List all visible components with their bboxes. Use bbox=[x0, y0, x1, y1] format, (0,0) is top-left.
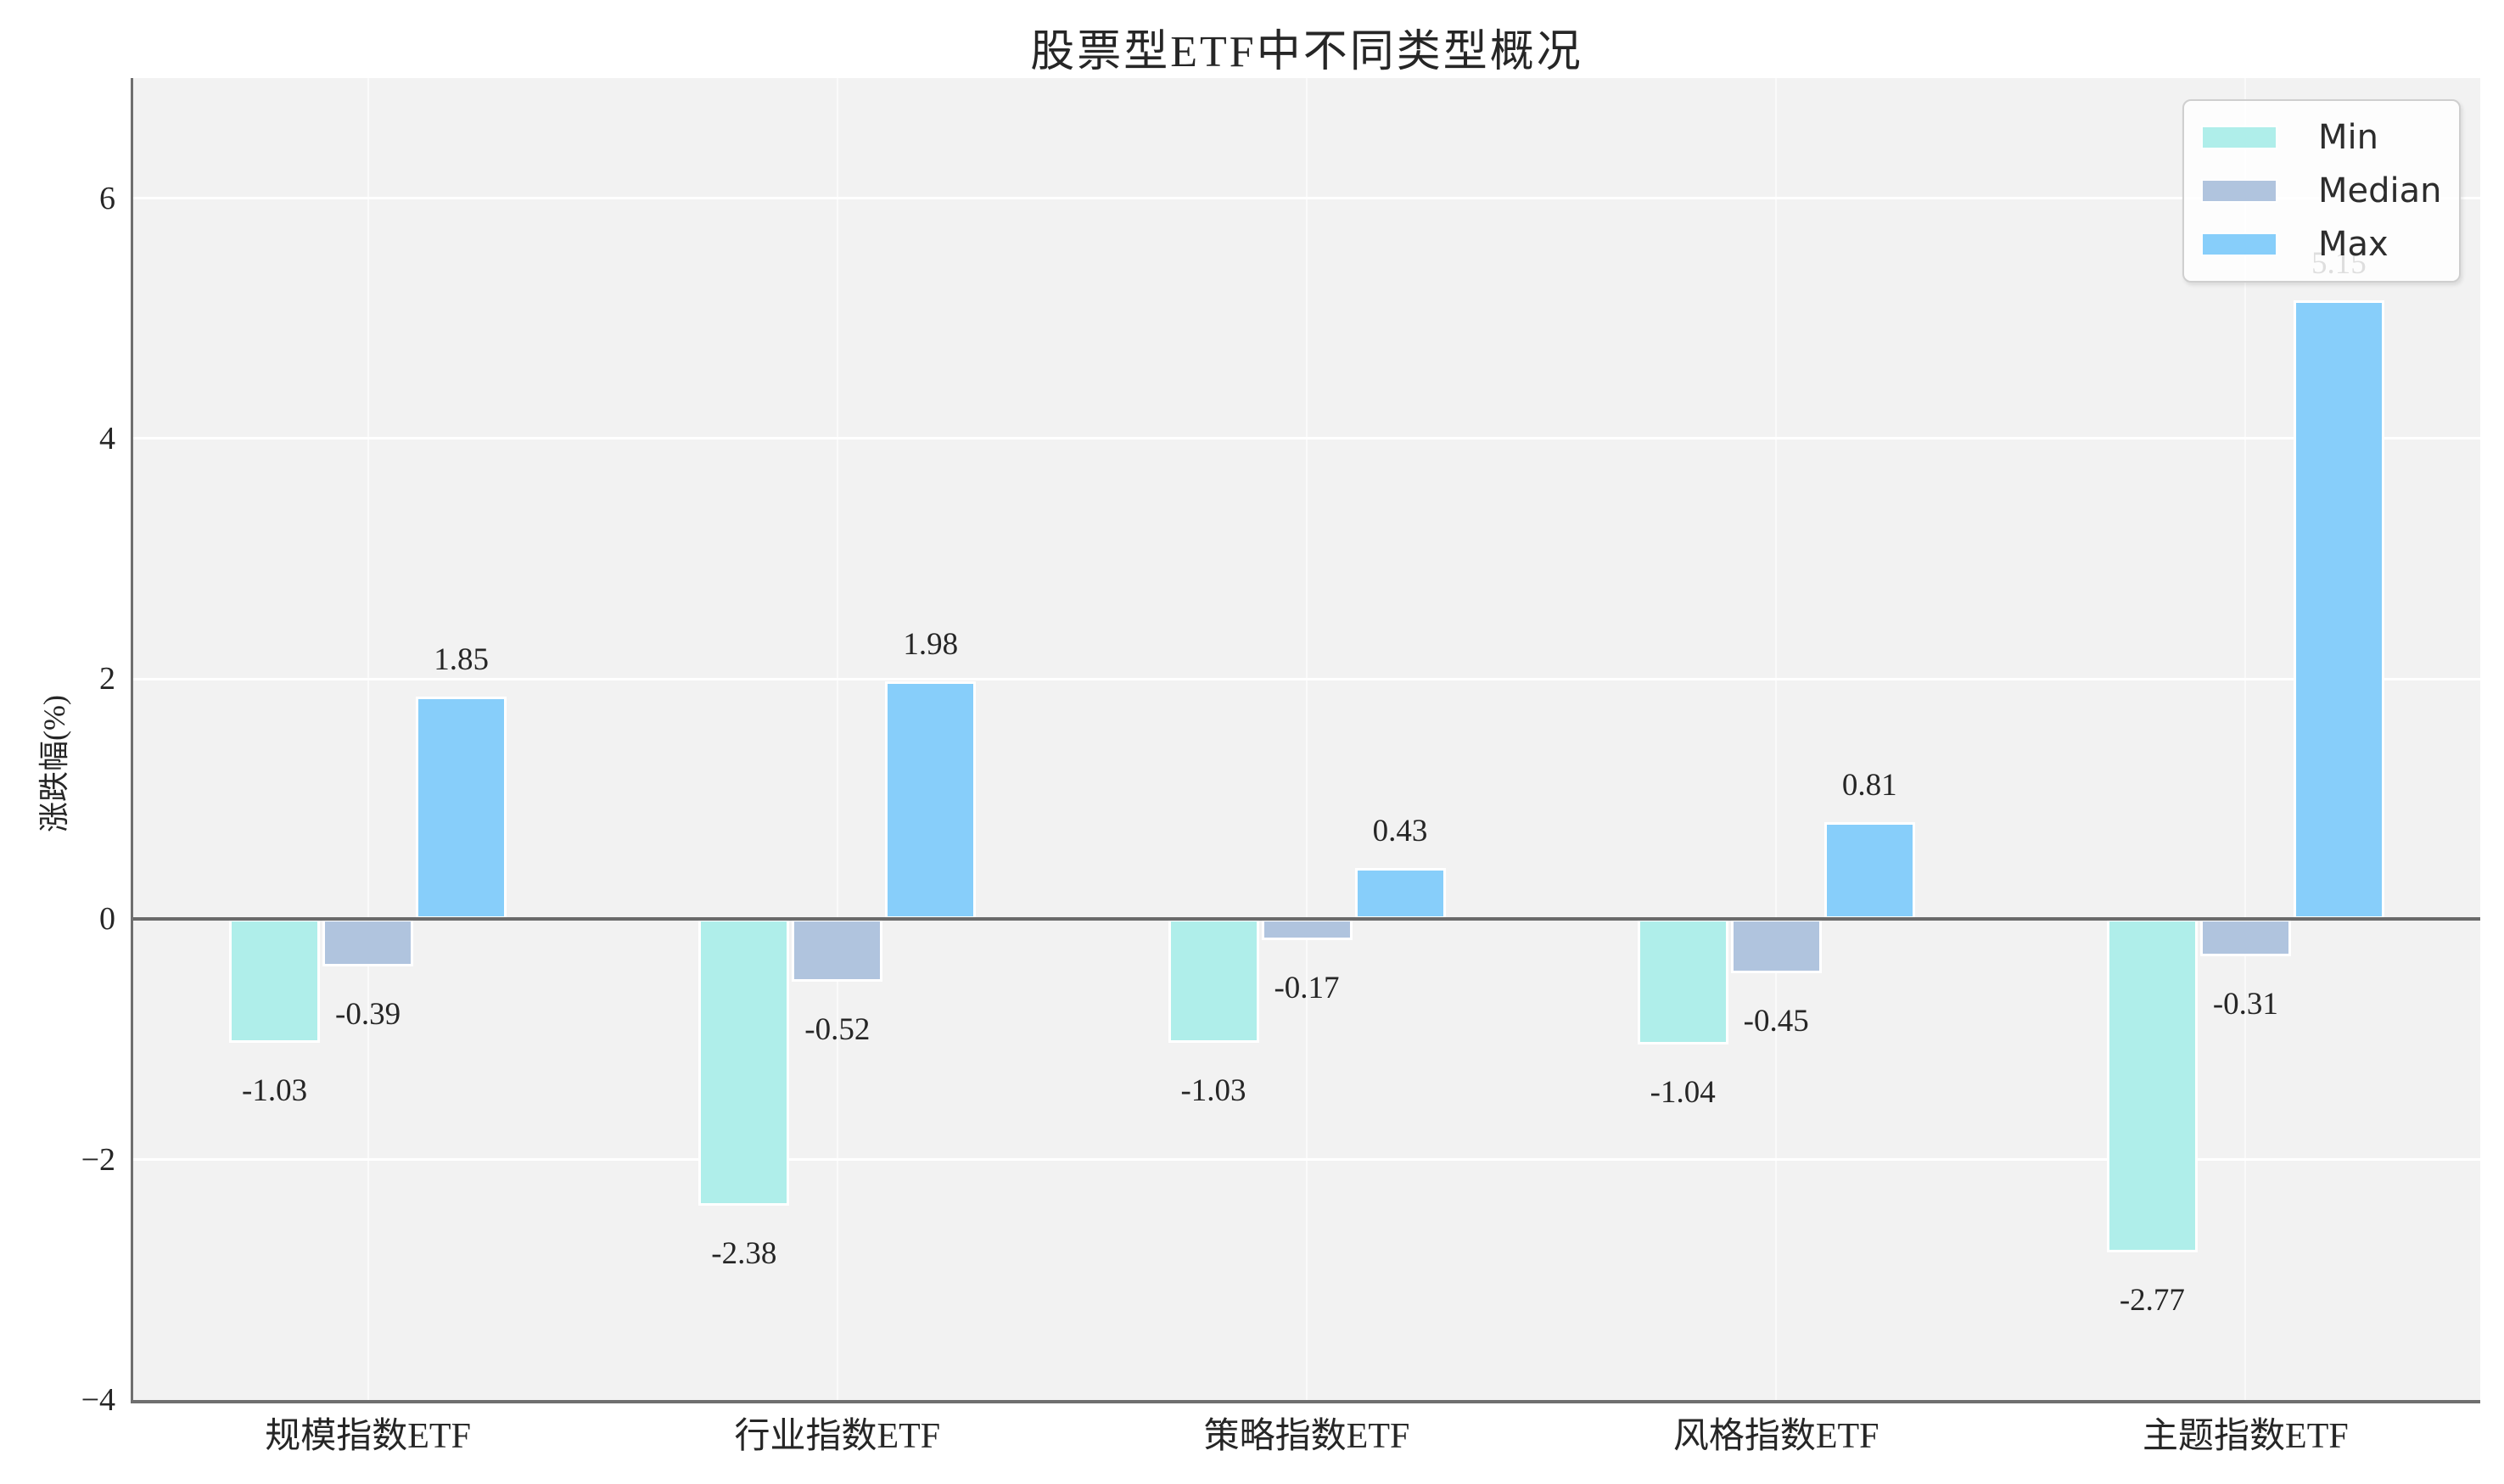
bar-value-label: -1.03 bbox=[1180, 1073, 1246, 1109]
bar-median bbox=[1261, 919, 1353, 940]
bar-max bbox=[885, 681, 977, 920]
x-category-label: 行业指数ETF bbox=[734, 1417, 941, 1456]
legend-swatch-median bbox=[2201, 178, 2277, 203]
bar-min bbox=[229, 919, 321, 1044]
gridline-v bbox=[367, 78, 369, 1400]
bar-max bbox=[1823, 821, 1915, 920]
bar-min bbox=[1637, 919, 1728, 1044]
bar-median bbox=[322, 919, 414, 966]
gridline-v bbox=[836, 78, 838, 1400]
bar-value-label: 1.98 bbox=[903, 627, 959, 662]
legend-item: Min bbox=[2184, 111, 2459, 164]
bar-min bbox=[698, 919, 790, 1206]
x-category-label: 主题指数ETF bbox=[2143, 1417, 2349, 1456]
bar-value-label: -0.17 bbox=[1274, 970, 1340, 1005]
bar-value-label: -0.31 bbox=[2212, 987, 2278, 1022]
zero-line bbox=[133, 917, 2480, 921]
gridline-v bbox=[1306, 78, 1308, 1400]
legend: Min Median Max bbox=[2182, 99, 2461, 283]
y-axis-spine bbox=[131, 78, 133, 1403]
bar-median bbox=[2199, 919, 2291, 957]
bar-value-label: -0.39 bbox=[335, 996, 401, 1032]
y-tick-label: 4 bbox=[99, 420, 115, 456]
y-tick-label: 0 bbox=[99, 901, 115, 938]
bar-value-label: 0.81 bbox=[1841, 767, 1897, 803]
bar-max bbox=[416, 697, 507, 920]
x-category-label: 策略指数ETF bbox=[1203, 1417, 1410, 1456]
bar-value-label: 1.85 bbox=[434, 642, 489, 678]
legend-item: Max bbox=[2184, 218, 2459, 271]
y-axis-label: 涨跌幅(%) bbox=[36, 695, 71, 832]
bar-value-label: -1.04 bbox=[1650, 1074, 1716, 1110]
legend-label: Median bbox=[2318, 171, 2442, 210]
y-tick-label: 6 bbox=[99, 180, 115, 216]
bar-max bbox=[2293, 300, 2384, 920]
bar-max bbox=[1354, 867, 1446, 920]
legend-swatch-max bbox=[2201, 232, 2277, 256]
x-axis-spine bbox=[131, 1400, 2480, 1403]
bar-min bbox=[1168, 919, 1259, 1044]
y-tick-label: 2 bbox=[99, 661, 115, 697]
legend-label: Min bbox=[2318, 118, 2378, 158]
bar-value-label: -0.52 bbox=[804, 1012, 871, 1048]
gridline-v bbox=[2244, 78, 2247, 1400]
legend-item: Median bbox=[2184, 165, 2459, 217]
bar-value-label: 0.43 bbox=[1372, 813, 1428, 848]
gridline-v bbox=[1775, 78, 1778, 1400]
legend-label: Max bbox=[2318, 224, 2389, 264]
x-category-label: 规模指数ETF bbox=[265, 1417, 471, 1456]
bar-value-label: -1.03 bbox=[242, 1073, 308, 1109]
bar-value-label: -0.45 bbox=[1743, 1004, 1809, 1039]
bar-median bbox=[1730, 919, 1822, 974]
bar-min bbox=[2106, 919, 2198, 1252]
y-tick-label: −4 bbox=[81, 1382, 115, 1418]
y-tick-label: −2 bbox=[81, 1141, 115, 1178]
chart-title: 股票型ETF中不同类型概况 bbox=[1030, 28, 1583, 76]
plot-area: -1.03 -2.38 -1.03 -1.04 -2.77 -0.39 -0.52 -0.17… bbox=[133, 78, 2480, 1400]
bar-value-label: -2.77 bbox=[2119, 1282, 2185, 1318]
bar-median bbox=[792, 919, 883, 983]
x-category-label: 风格指数ETF bbox=[1672, 1417, 1879, 1456]
bar-value-label: -2.38 bbox=[711, 1235, 777, 1271]
legend-swatch-min bbox=[2201, 126, 2277, 150]
